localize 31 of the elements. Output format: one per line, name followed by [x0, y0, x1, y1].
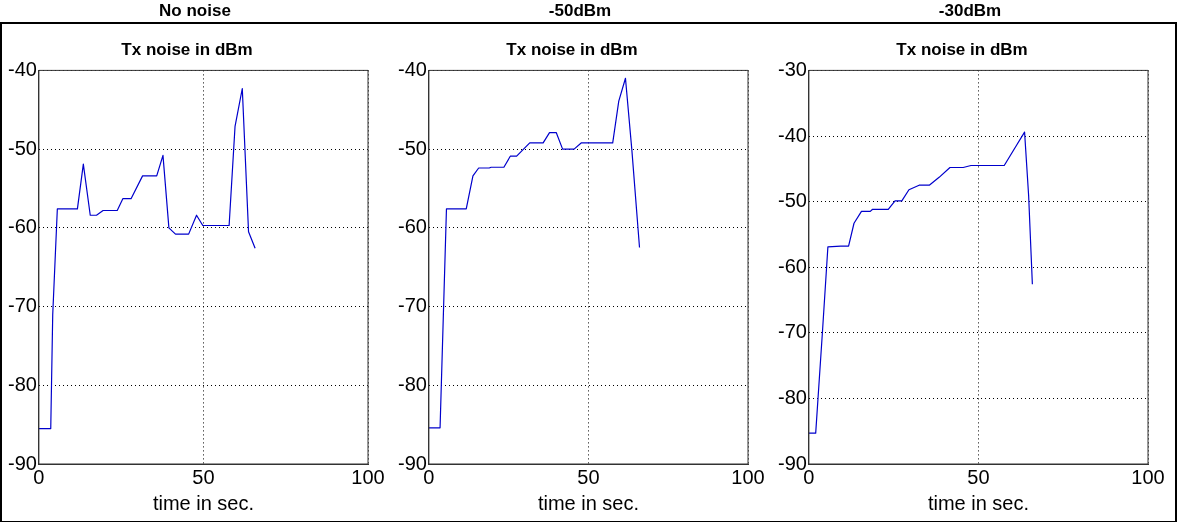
y-tick-label: -80 [778, 385, 807, 408]
chart-subtitle: Tx noise in dBm [506, 39, 638, 59]
x-tick-label: 100 [1131, 465, 1165, 488]
x-axis-title: time in sec. [537, 491, 640, 514]
chart-title: -30dBm [937, 0, 1003, 22]
chart-subtitle: Tx noise in dBm [121, 39, 253, 59]
y-tick-label: -70 [778, 320, 807, 343]
y-tick-label: -60 [8, 215, 37, 238]
y-tick-label: -50 [778, 189, 807, 212]
y-tick-label: -60 [778, 254, 807, 277]
x-tick-label: 50 [577, 465, 600, 488]
y-tick-label: -50 [398, 136, 427, 159]
y-tick-label: -70 [8, 294, 37, 317]
chart-title: -50dBm [547, 0, 613, 22]
y-tick-label: -40 [8, 57, 37, 80]
chart-subtitle: Tx noise in dBm [896, 39, 1028, 59]
y-tick-label: -40 [398, 57, 427, 80]
x-tick-label: 50 [192, 465, 215, 488]
y-tick-label: -80 [398, 372, 427, 395]
y-tick-label: -30 [778, 57, 807, 80]
x-tick-label: 100 [731, 465, 765, 488]
y-tick-label: -70 [398, 294, 427, 317]
x-tick-label: 50 [967, 465, 990, 488]
x-tick-label: 100 [351, 465, 385, 488]
y-tick-label: -50 [8, 136, 37, 159]
y-tick-label: -60 [398, 215, 427, 238]
x-axis-title: time in sec. [927, 491, 1030, 514]
y-tick-label: -40 [778, 123, 807, 146]
y-tick-label: -80 [8, 372, 37, 395]
chart-title: No noise [158, 0, 232, 22]
x-axis-title: time in sec. [152, 491, 255, 514]
